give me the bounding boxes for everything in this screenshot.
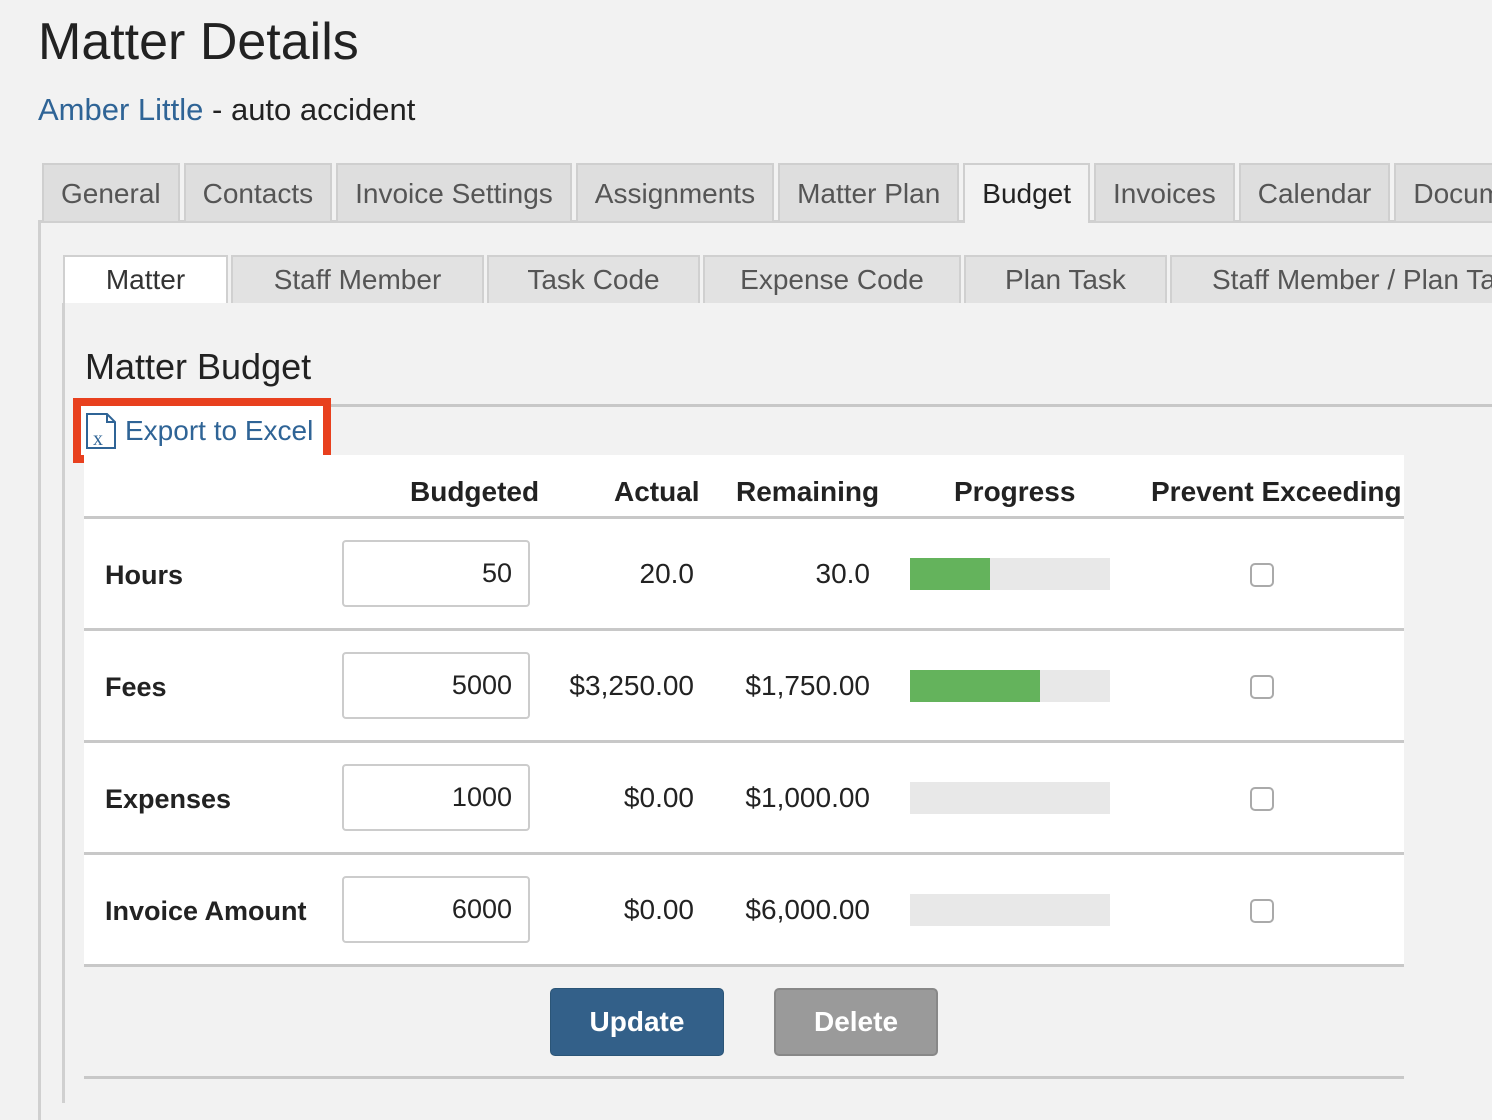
budgeted-input[interactable]: [342, 652, 530, 719]
subtab-panel: [62, 303, 1492, 1103]
subtab-expense-code[interactable]: Expense Code: [703, 255, 961, 303]
divider: [84, 1076, 1404, 1079]
subtab-matter[interactable]: Matter: [63, 255, 228, 303]
actual-value: $0.00: [623, 894, 694, 925]
remaining-value: $1,750.00: [745, 670, 870, 701]
tab-panel: [38, 220, 1492, 1120]
matter-name: - auto accident: [203, 92, 416, 127]
tab-budget[interactable]: Budget: [963, 163, 1091, 223]
col-actual: Actual: [614, 476, 700, 507]
progress-fill: [910, 670, 1040, 702]
subtab-staff-member-plan-task[interactable]: Staff Member / Plan Ta: [1170, 255, 1492, 303]
progress-bar: [910, 894, 1110, 926]
budget-subtabs: Matter Staff Member Task Code Expense Co…: [63, 255, 1492, 303]
actual-value: $3,250.00: [569, 670, 694, 701]
remaining-value: $6,000.00: [745, 894, 870, 925]
subtab-task-code[interactable]: Task Code: [487, 255, 700, 303]
progress-fill: [910, 558, 990, 590]
prevent-exceeding-checkbox[interactable]: [1250, 675, 1274, 699]
divider: [84, 964, 1404, 967]
export-to-excel-link[interactable]: x Export to Excel: [73, 398, 331, 463]
col-budgeted: Budgeted: [410, 476, 540, 507]
matter-subtitle: Amber Little - auto accident: [38, 92, 415, 128]
remaining-value: 30.0: [815, 558, 871, 589]
update-button[interactable]: Update: [550, 988, 724, 1056]
prevent-exceeding-checkbox[interactable]: [1250, 787, 1274, 811]
tab-matter-plan[interactable]: Matter Plan: [778, 163, 960, 221]
col-remaining: Remaining: [736, 476, 880, 507]
tab-invoices[interactable]: Invoices: [1094, 163, 1235, 221]
section-title: Matter Budget: [85, 346, 312, 387]
row-label: Fees: [105, 672, 167, 702]
budgeted-input[interactable]: [342, 764, 530, 831]
excel-file-icon: x: [86, 412, 116, 450]
budgeted-input[interactable]: [342, 876, 530, 943]
tab-assignments[interactable]: Assignments: [575, 163, 775, 221]
divider: [84, 740, 1404, 743]
budget-table: [84, 455, 1404, 965]
progress-bar: [910, 782, 1110, 814]
subtab-plan-task[interactable]: Plan Task: [964, 255, 1167, 303]
client-link[interactable]: Amber Little: [38, 92, 204, 127]
tab-contacts[interactable]: Contacts: [183, 163, 333, 221]
budgeted-input[interactable]: [342, 540, 530, 607]
remaining-value: $1,000.00: [745, 782, 870, 813]
svg-text:x: x: [93, 428, 103, 450]
export-label: Export to Excel: [125, 414, 314, 446]
tab-invoice-settings[interactable]: Invoice Settings: [336, 163, 572, 221]
subtab-staff-member[interactable]: Staff Member: [231, 255, 484, 303]
row-label: Expenses: [105, 784, 232, 814]
page-title: Matter Details: [38, 13, 359, 71]
col-progress: Progress: [954, 476, 1076, 507]
delete-button[interactable]: Delete: [774, 988, 938, 1056]
divider: [84, 852, 1404, 855]
main-tabs: General Contacts Invoice Settings Assign…: [42, 163, 1492, 223]
progress-bar: [910, 558, 1110, 590]
divider: [84, 628, 1404, 631]
actual-value: 20.0: [639, 558, 695, 589]
tab-calendar[interactable]: Calendar: [1238, 163, 1391, 221]
actual-value: $0.00: [623, 782, 694, 813]
prevent-exceeding-checkbox[interactable]: [1250, 563, 1274, 587]
prevent-exceeding-checkbox[interactable]: [1250, 899, 1274, 923]
tab-documents[interactable]: Docum: [1394, 163, 1492, 221]
divider: [84, 516, 1404, 519]
row-label: Invoice Amount: [105, 896, 307, 926]
col-prevent-exceeding: Prevent Exceeding: [1151, 476, 1402, 507]
row-label: Hours: [105, 560, 184, 590]
divider: [330, 404, 1492, 407]
tab-general[interactable]: General: [42, 163, 180, 221]
progress-bar: [910, 670, 1110, 702]
